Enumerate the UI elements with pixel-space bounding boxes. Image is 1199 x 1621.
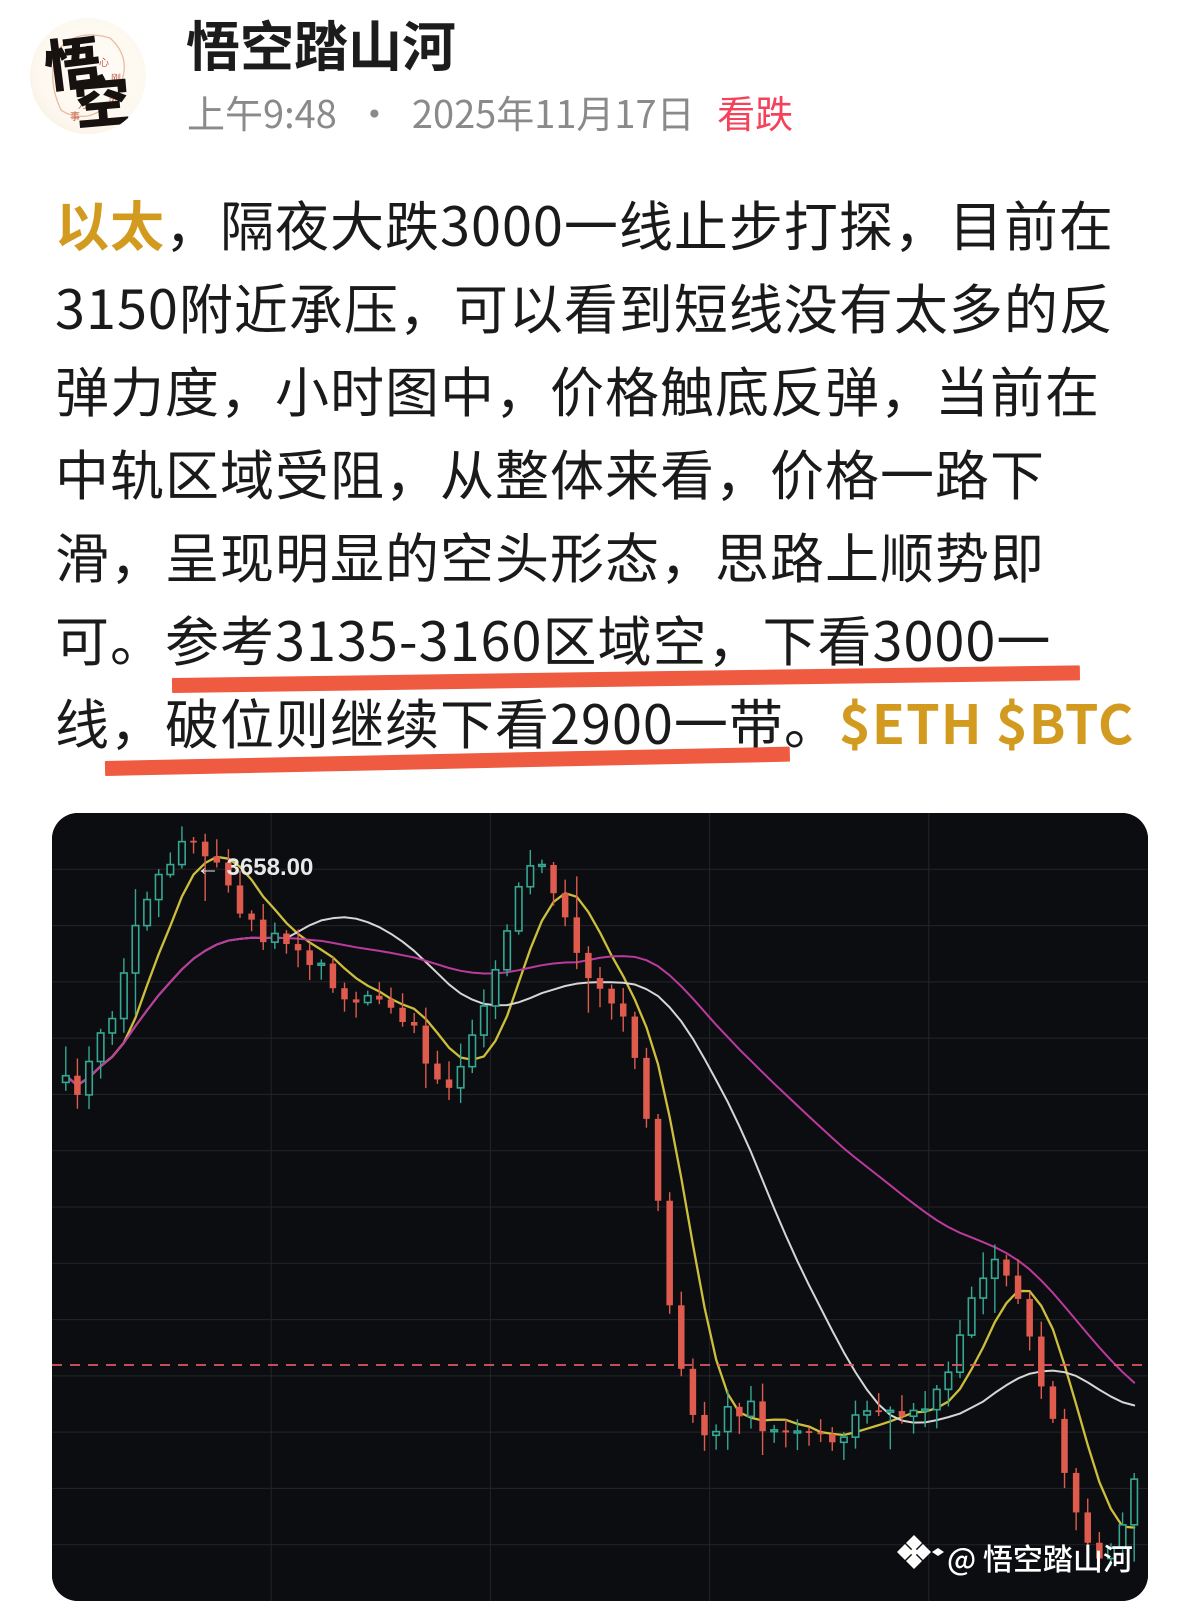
svg-text:空: 空 — [71, 56, 134, 138]
svg-text:@ 悟空踏山河: @ 悟空踏山河 — [947, 1535, 1133, 1579]
svg-text:← 3658.00: ← 3658.00 — [196, 854, 313, 881]
